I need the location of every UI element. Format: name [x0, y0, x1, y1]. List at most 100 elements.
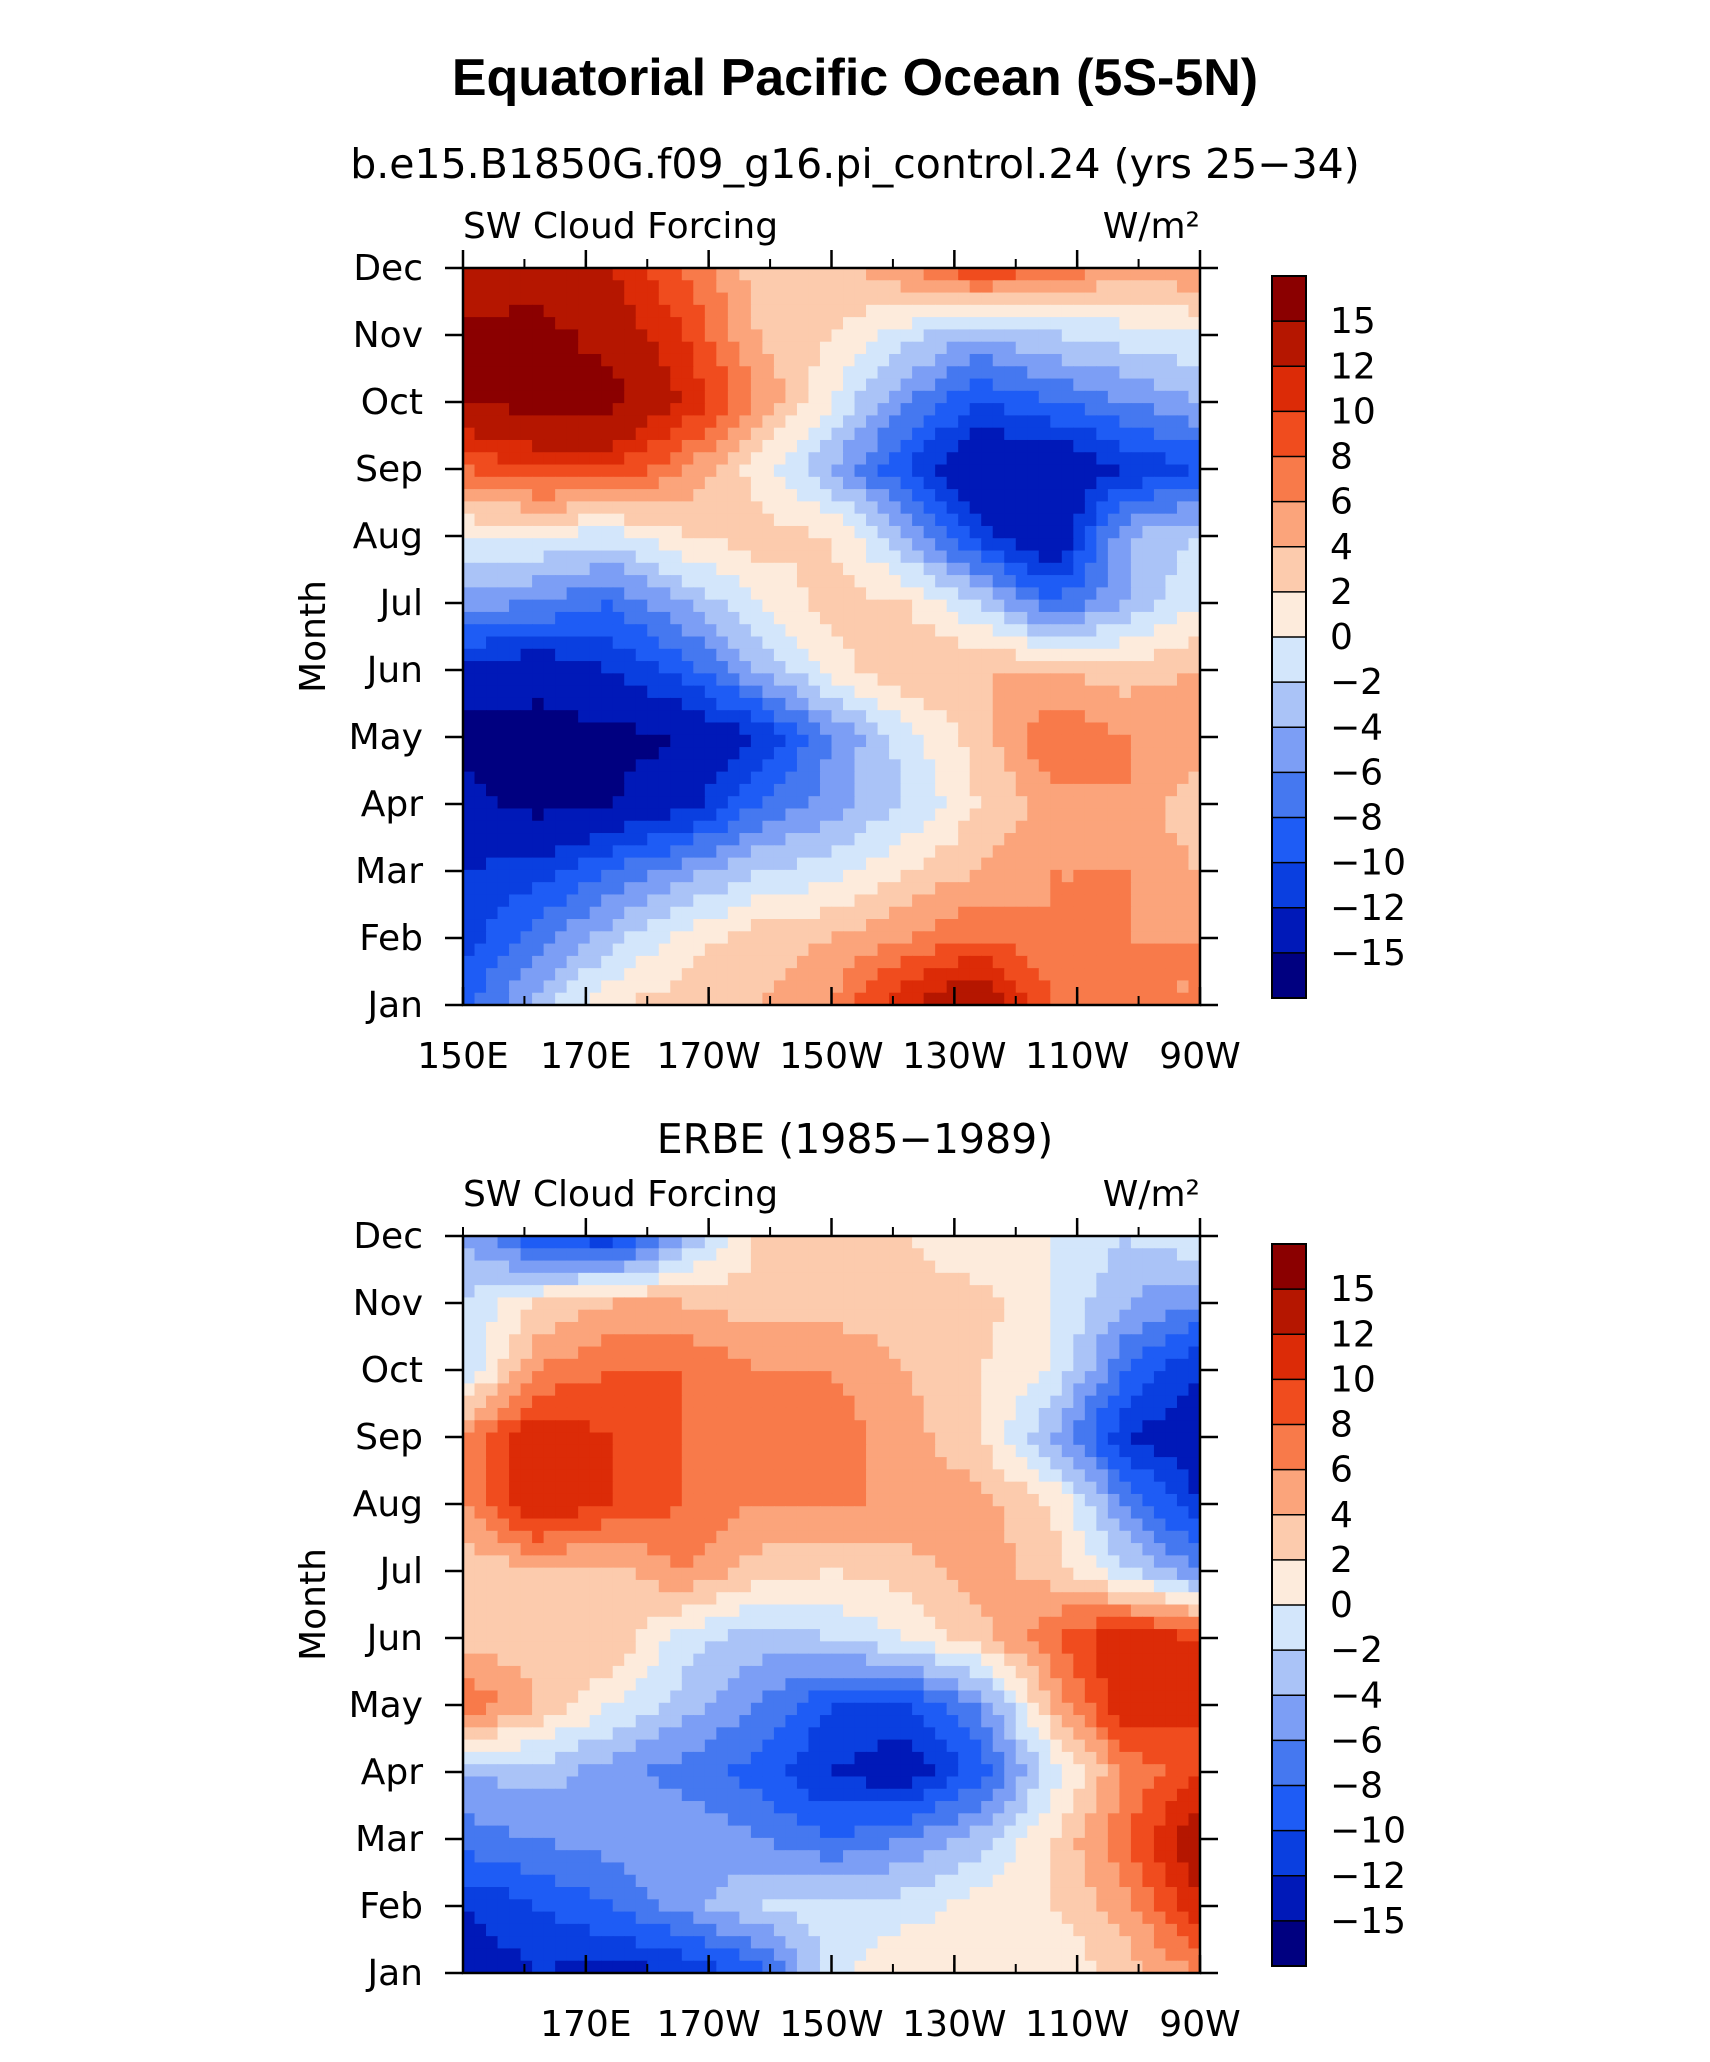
heatmap-cell	[543, 673, 556, 687]
heatmap-cell	[1107, 747, 1120, 760]
heatmap-cell	[981, 1346, 994, 1360]
heatmap-cell	[658, 869, 671, 883]
heatmap-cell	[543, 747, 556, 760]
heatmap-cell	[1027, 1346, 1040, 1360]
heatmap-cell	[889, 439, 902, 453]
heatmap-cell	[889, 1297, 902, 1311]
heatmap-cell	[647, 366, 660, 380]
heatmap-cell	[1084, 624, 1097, 638]
heatmap-cell	[1119, 796, 1132, 810]
heatmap-cell	[854, 1236, 867, 1249]
heatmap-cell	[958, 697, 971, 711]
heatmap-cell	[1038, 427, 1051, 441]
heatmap-cell	[762, 980, 775, 994]
heatmap-cell	[958, 648, 971, 662]
heatmap-cell	[497, 636, 510, 650]
heatmap-cell	[1165, 882, 1178, 896]
heatmap-cell	[543, 1309, 556, 1323]
heatmap-cell	[555, 783, 568, 797]
heatmap-cell	[992, 476, 1005, 490]
heatmap-cell	[1142, 353, 1155, 367]
heatmap-cell	[509, 673, 522, 687]
heatmap-cell	[1119, 968, 1132, 982]
heatmap-cell	[900, 268, 913, 281]
heatmap-cell	[566, 648, 579, 662]
heatmap-cell	[1096, 452, 1109, 466]
heatmap-cell	[1107, 1248, 1120, 1262]
heatmap-cell	[1015, 575, 1028, 588]
heatmap-cell	[808, 710, 821, 724]
heatmap-cell	[658, 366, 671, 380]
heatmap-cell	[658, 550, 671, 564]
heatmap-cell	[773, 1309, 787, 1323]
heatmap-cell	[635, 1371, 648, 1384]
heatmap-cell	[785, 845, 798, 859]
heatmap-cell	[935, 366, 948, 380]
heatmap-cell	[1130, 427, 1144, 441]
heatmap-cell	[463, 820, 476, 834]
heatmap-cell	[543, 452, 556, 466]
heatmap-cell	[750, 599, 764, 613]
heatmap-cell	[1050, 648, 1063, 662]
heatmap-cell	[785, 390, 798, 404]
heatmap-cell	[1084, 857, 1097, 871]
heatmap-cell	[1050, 317, 1063, 331]
heatmap-cell	[474, 648, 487, 662]
heatmap-cell	[877, 439, 890, 453]
heatmap-cell	[1050, 292, 1063, 306]
heatmap-cell	[509, 955, 522, 969]
heatmap-cell	[900, 1248, 913, 1262]
heatmap-cell	[635, 1407, 648, 1421]
heatmap-cell	[866, 476, 879, 490]
heatmap-cell	[923, 771, 936, 785]
heatmap-cell	[658, 575, 671, 588]
heatmap-cell	[1096, 857, 1109, 871]
heatmap-cell	[520, 378, 533, 392]
heatmap-cell	[739, 341, 752, 355]
heatmap-cell	[566, 759, 579, 773]
heatmap-cell	[1027, 1297, 1040, 1311]
heatmap-cell	[601, 857, 614, 871]
heatmap-cell	[612, 955, 625, 969]
heatmap-cell	[1096, 734, 1109, 748]
heatmap-cell	[693, 550, 706, 564]
heatmap-cell	[1061, 329, 1074, 343]
heatmap-cell	[1050, 452, 1063, 466]
heatmap-cell	[1015, 808, 1028, 822]
heatmap-cell	[1073, 587, 1086, 601]
heatmap-cell	[773, 1383, 787, 1397]
heatmap-cell	[1096, 562, 1109, 576]
heatmap-cell	[923, 439, 936, 453]
heatmap-cell	[877, 476, 890, 490]
heatmap-cell	[635, 943, 648, 957]
heatmap-cell	[1027, 931, 1040, 945]
heatmap-cell	[739, 820, 752, 834]
heatmap-cell	[877, 304, 890, 318]
heatmap-cell	[854, 857, 867, 871]
heatmap-cell	[958, 759, 971, 773]
heatmap-cell	[601, 1285, 614, 1299]
heatmap-cell	[1004, 415, 1017, 429]
heatmap-cell	[843, 353, 856, 367]
heatmap-cell	[601, 833, 614, 846]
heatmap-cell	[889, 1358, 902, 1372]
heatmap-cell	[589, 1236, 602, 1249]
heatmap-cell	[601, 1383, 614, 1397]
heatmap-cell	[463, 1407, 476, 1421]
heatmap-cell	[497, 366, 510, 380]
heatmap-cell	[739, 1395, 752, 1409]
heatmap-cell	[509, 771, 522, 785]
heatmap-cell	[750, 329, 764, 343]
heatmap-cell	[463, 390, 476, 404]
heatmap-cell	[601, 329, 614, 343]
heatmap-cell	[808, 673, 821, 687]
heatmap-cell	[543, 427, 556, 441]
heatmap-cell	[589, 366, 602, 380]
heatmap-cell	[612, 280, 625, 294]
heatmap-cell	[796, 341, 810, 355]
heatmap-cell	[543, 648, 556, 662]
heatmap-cell	[935, 329, 948, 343]
heatmap-cell	[716, 403, 729, 416]
heatmap-cell	[463, 710, 476, 724]
heatmap-cell	[704, 378, 717, 392]
